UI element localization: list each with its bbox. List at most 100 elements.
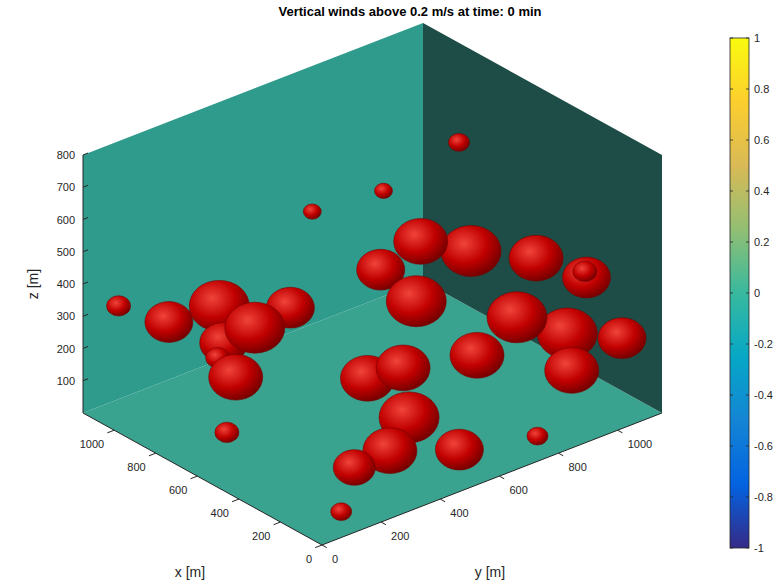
isosurface-blob — [509, 235, 563, 281]
colorbar-tick — [746, 293, 749, 294]
x-tick — [107, 430, 114, 433]
z-tick-label: 200 — [57, 343, 75, 355]
isosurface-blob — [573, 261, 597, 281]
y-tick-label: 0 — [332, 553, 338, 565]
colorbar-tick-label: -0.8 — [754, 491, 773, 503]
colorbar-tick-label: 0 — [754, 287, 760, 299]
isosurface-blob — [450, 332, 504, 378]
z-tick — [83, 314, 88, 316]
isosurface-blob — [333, 450, 375, 486]
z-tick — [83, 218, 88, 220]
x-tick — [274, 522, 281, 525]
z-tick-label: 400 — [57, 278, 75, 290]
colorbar-tick — [730, 395, 733, 396]
colorbar-tick — [730, 89, 733, 90]
colorbar-tick — [746, 446, 749, 447]
colorbar-tick — [746, 497, 749, 498]
isosurface-blob — [331, 503, 352, 521]
colorbar-tick-label: 0.4 — [754, 185, 769, 197]
x-axis-title: x [m] — [175, 564, 205, 580]
colorbar-tick-label: -1 — [754, 542, 764, 554]
x-axis-line — [83, 413, 322, 545]
colorbar-tick — [746, 191, 749, 192]
axes — [83, 155, 662, 545]
y-tick-label: 600 — [509, 484, 527, 496]
colorbar-tick — [746, 548, 749, 549]
x-tick — [191, 476, 198, 479]
isosurface-blob — [394, 219, 448, 265]
z-tick — [83, 250, 88, 252]
z-tick — [83, 347, 88, 349]
x-tick-label: 800 — [127, 461, 145, 473]
y-tick-label: 1000 — [628, 438, 652, 450]
isosurface-blob — [598, 318, 646, 359]
isosurface-blob — [435, 429, 483, 470]
colorbar-tick — [730, 497, 733, 498]
colorbar-tick — [746, 344, 749, 345]
x-tick — [232, 499, 239, 502]
colorbar-tick-label: -0.6 — [754, 440, 773, 452]
colorbar-tick — [746, 395, 749, 396]
y-axis-title: y [m] — [475, 564, 505, 580]
x-tick — [315, 545, 322, 548]
isosurface-blob — [487, 292, 547, 343]
colorbar-tick — [746, 89, 749, 90]
z-axis-title: z [m] — [25, 269, 41, 299]
isosurface-blob — [545, 348, 599, 394]
y-tick-label: 400 — [450, 507, 468, 519]
y-tick — [440, 499, 445, 502]
y-axis-line — [322, 413, 662, 545]
colorbar-tick — [730, 548, 733, 549]
isosurface-blob — [303, 204, 321, 219]
isosurface-blob — [375, 183, 393, 198]
y-tick-label: 800 — [569, 461, 587, 473]
colorbar-tick-label: 0.2 — [754, 236, 769, 248]
colorbar-tick-label: 1 — [754, 32, 760, 44]
colorbar-tick — [730, 140, 733, 141]
x-tick-label: 200 — [252, 530, 270, 542]
colorbar-tick — [730, 38, 733, 39]
colorbar — [730, 38, 749, 548]
chart: 0200400600800100002004006008001000100200… — [0, 0, 782, 585]
z-tick-label: 300 — [57, 310, 75, 322]
z-tick — [83, 379, 88, 381]
y-tick — [381, 522, 386, 525]
side-wall-slice — [423, 23, 662, 413]
colorbar-tick-label: -0.2 — [754, 338, 773, 350]
isosurface-blob — [215, 422, 239, 442]
z-tick-label: 100 — [57, 375, 75, 387]
colorbar-tick — [730, 242, 733, 243]
colorbar-tick — [730, 446, 733, 447]
colorbar-tick — [730, 344, 733, 345]
z-tick-label: 600 — [57, 214, 75, 226]
x-tick-label: 600 — [169, 484, 187, 496]
x-tick — [149, 453, 156, 456]
isosurface-blob — [107, 296, 131, 316]
colorbar-tick-label: 0.8 — [754, 83, 769, 95]
floor-slice — [83, 281, 662, 545]
colorbar-tick — [730, 191, 733, 192]
z-tick — [83, 185, 88, 187]
back-wall-slice — [83, 23, 423, 413]
isosurface-blob — [527, 427, 548, 445]
y-tick — [499, 476, 504, 479]
x-tick-label: 1000 — [80, 438, 104, 450]
isosurface-blob — [449, 134, 470, 152]
colorbar-tick — [746, 242, 749, 243]
z-tick-label: 800 — [57, 149, 75, 161]
isosurface-blob — [563, 257, 611, 298]
colorbar-tick — [730, 293, 733, 294]
colorbar-tick — [746, 140, 749, 141]
title: Vertical winds above 0.2 m/s at time: 0 … — [279, 4, 542, 19]
isosurface-blob — [225, 302, 285, 353]
isosurface-blob — [376, 345, 430, 391]
isosurface-blob — [209, 354, 263, 400]
colorbar-tick-label: -0.4 — [754, 389, 773, 401]
colorbar-tick-label: 0.6 — [754, 134, 769, 146]
isosurface-blob — [386, 276, 446, 327]
isosurface-blob — [145, 302, 193, 343]
z-tick — [83, 153, 88, 155]
isosurface — [107, 134, 646, 521]
y-tick — [322, 545, 327, 548]
y-tick — [618, 430, 623, 433]
